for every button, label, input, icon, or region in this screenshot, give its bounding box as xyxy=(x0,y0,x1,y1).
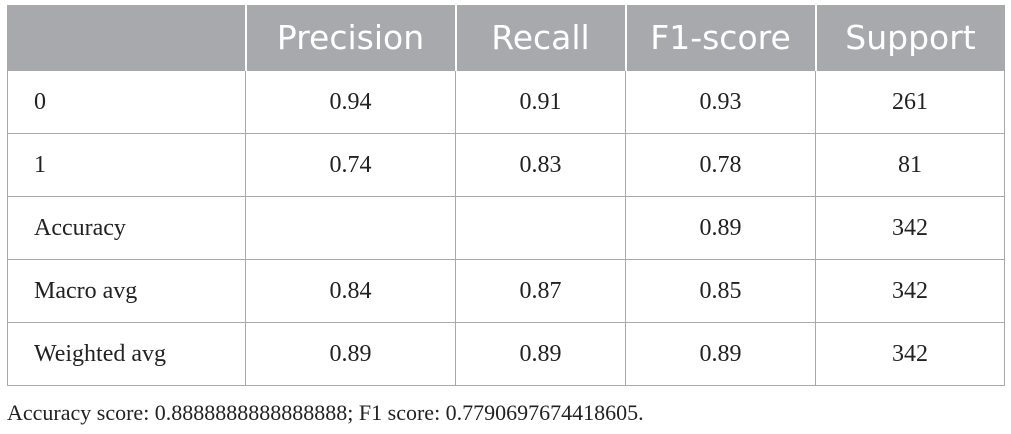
footnote: Accuracy score: 0.8888888888888888; F1 s… xyxy=(7,400,644,425)
cell: 0.78 xyxy=(625,133,816,197)
cell: 81 xyxy=(815,133,1005,197)
cell: 0.87 xyxy=(455,259,626,323)
cell xyxy=(245,196,456,260)
table-row: Macro avg 0.84 0.87 0.85 342 xyxy=(7,259,1005,323)
corner-cell xyxy=(7,5,246,71)
column-header: Precision xyxy=(244,5,456,71)
row-label: Macro avg xyxy=(7,259,246,323)
header-row: Precision Recall F1-score Support xyxy=(7,5,1005,71)
cell: 0.93 xyxy=(625,70,816,134)
column-header: Recall xyxy=(454,5,626,71)
cell: 0.89 xyxy=(245,322,456,386)
cell: 261 xyxy=(815,70,1005,134)
table-body: 0 0.94 0.91 0.93 261 1 0.74 0.83 0.78 81 Accuracy 0… xyxy=(7,70,1005,386)
cell: 0.89 xyxy=(625,196,816,260)
table-row: Accuracy 0.89 342 xyxy=(7,196,1005,260)
cell: 0.94 xyxy=(245,70,456,134)
cell: 0.89 xyxy=(455,322,626,386)
column-header: F1-score xyxy=(624,5,816,71)
table-row: 0 0.94 0.91 0.93 261 xyxy=(7,70,1005,134)
cell: 0.74 xyxy=(245,133,456,197)
table-row: Weighted avg 0.89 0.89 0.89 342 xyxy=(7,322,1005,386)
cell: 0.83 xyxy=(455,133,626,197)
table-row: 1 0.74 0.83 0.78 81 xyxy=(7,133,1005,197)
row-label: 0 xyxy=(7,70,246,134)
column-header: Support xyxy=(814,5,1005,71)
row-label: Accuracy xyxy=(7,196,246,260)
cell: 342 xyxy=(815,259,1005,323)
row-label: Weighted avg xyxy=(7,322,246,386)
cell: 342 xyxy=(815,196,1005,260)
cell: 0.89 xyxy=(625,322,816,386)
report-table: Precision Recall F1-score Support 0 0.94 0.91… xyxy=(7,5,1005,386)
cell: 0.91 xyxy=(455,70,626,134)
cell: 0.85 xyxy=(625,259,816,323)
cell: 0.84 xyxy=(245,259,456,323)
cell xyxy=(455,196,626,260)
cell: 342 xyxy=(815,322,1005,386)
row-label: 1 xyxy=(7,133,246,197)
